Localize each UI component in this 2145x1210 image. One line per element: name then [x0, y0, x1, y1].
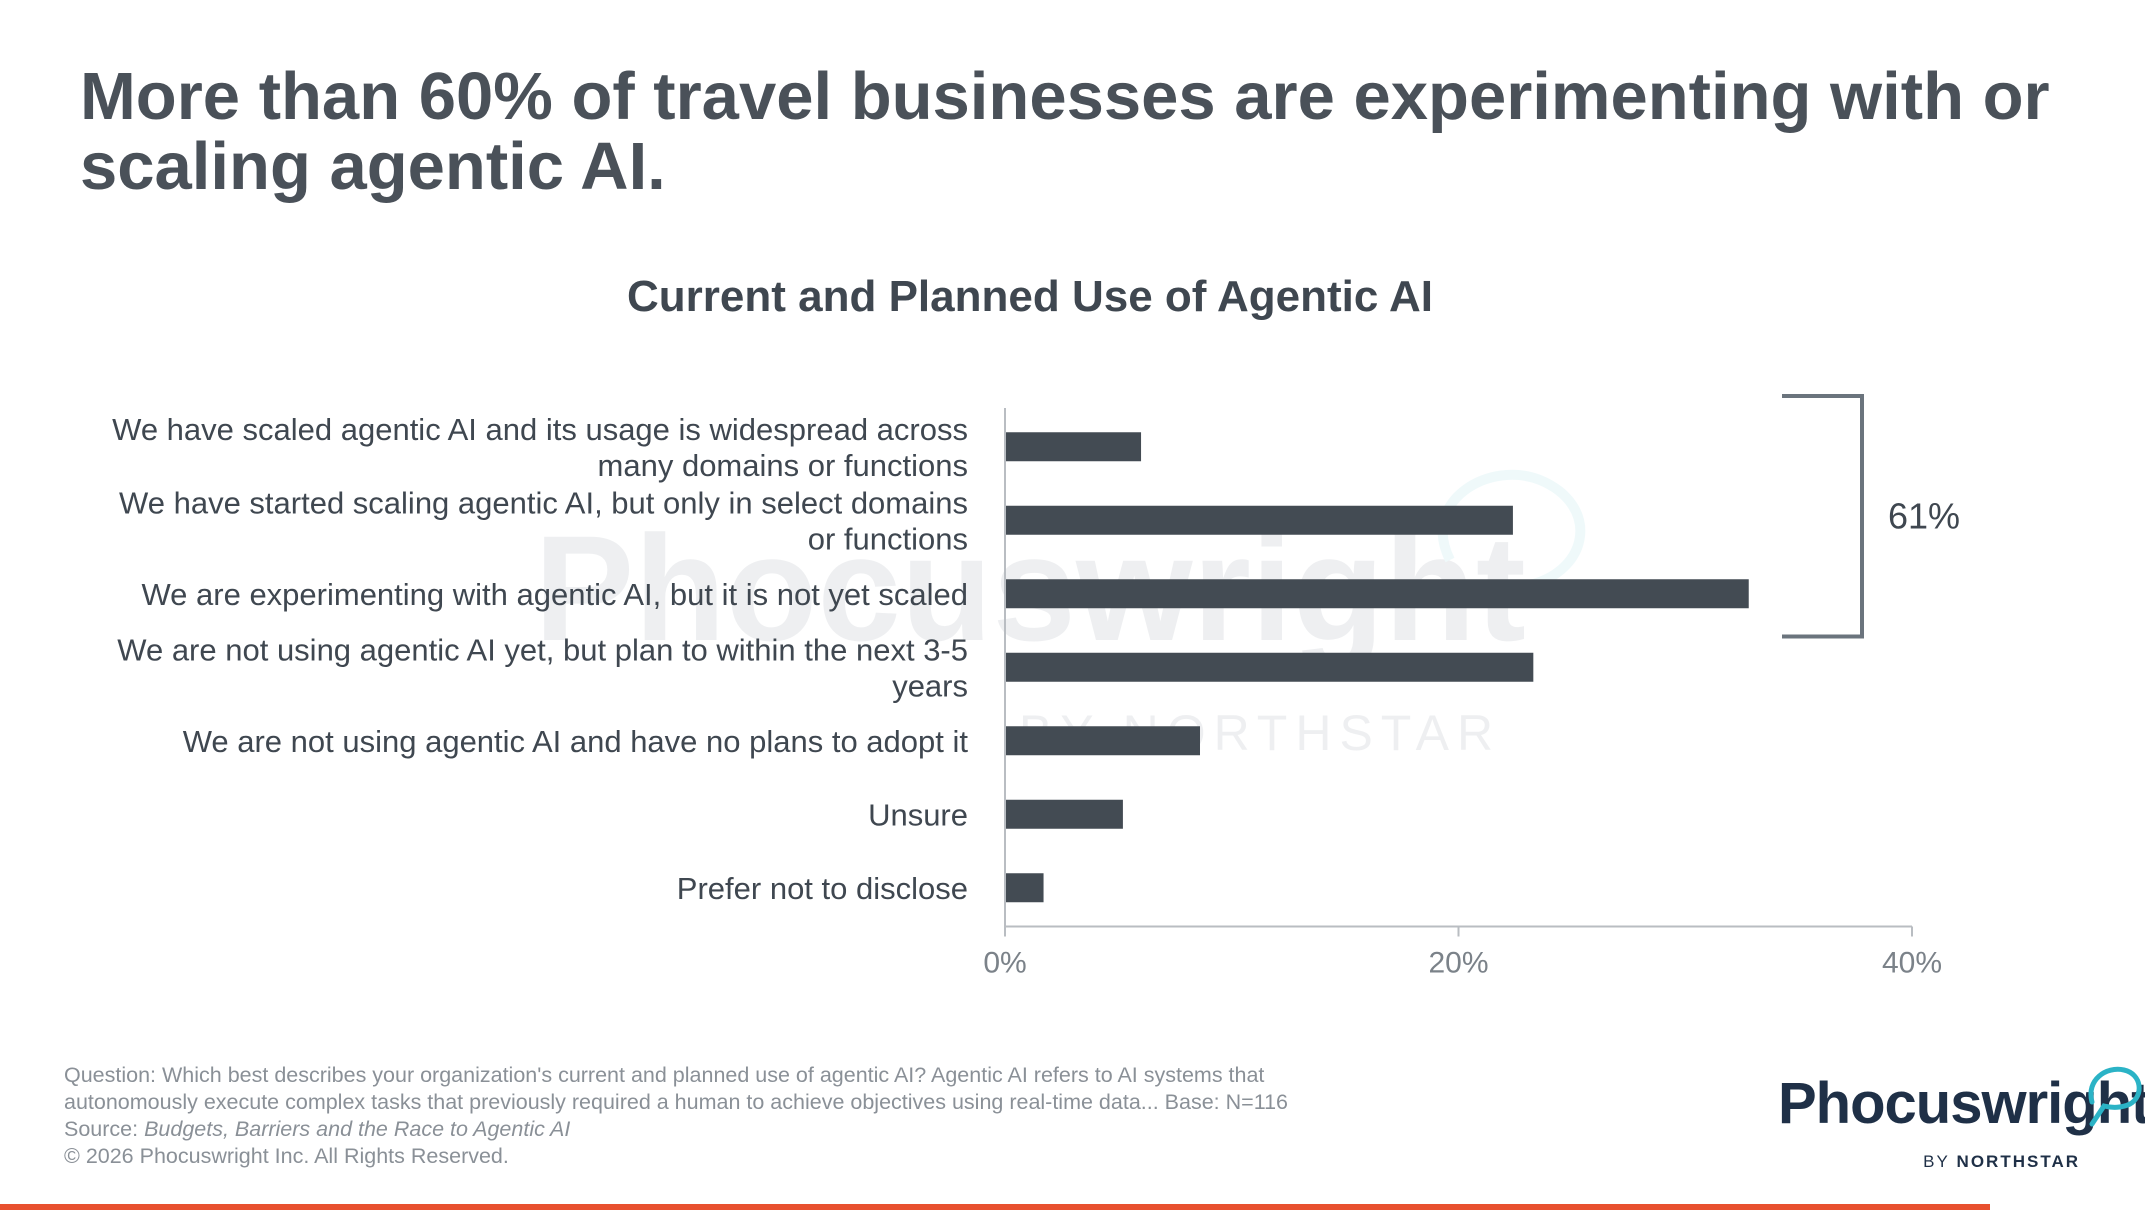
- category-label-line: Prefer not to disclose: [677, 871, 968, 906]
- category-label-1: We have started scaling agentic AI, but …: [119, 485, 968, 556]
- footnote-copyright: © 2026 Phocuswright Inc. All Rights Rese…: [64, 1144, 509, 1168]
- bar-5: [1005, 799, 1123, 829]
- logo-by: BY: [1923, 1152, 1950, 1171]
- category-label-0: We have scaled agentic AI and its usage …: [112, 412, 968, 483]
- footnote-question-line1: Question: Which best describes your orga…: [64, 1063, 1265, 1087]
- footnote-question-line2: autonomously execute complex tasks that …: [64, 1090, 1288, 1114]
- category-label-line: or functions: [808, 521, 968, 556]
- bar-4: [1005, 726, 1201, 756]
- footnote-source-title: Budgets, Barriers and the Race to Agenti…: [144, 1117, 571, 1141]
- category-label-4: We are not using agentic AI and have no …: [183, 724, 969, 759]
- phocuswright-logo: Phocuswright BY NORTHSTAR: [1778, 1066, 2145, 1180]
- category-label-line: We have scaled agentic AI and its usage …: [112, 412, 968, 447]
- bar-6: [1005, 873, 1044, 903]
- bar-chart: Phocuswright BY NORTHSTAR We have scaled…: [112, 394, 1960, 980]
- footnote-source: Source: Budgets, Barriers and the Race t…: [64, 1116, 1464, 1143]
- bar-3: [1005, 652, 1534, 682]
- logo-byline: BY NORTHSTAR: [1923, 1152, 2080, 1172]
- bar-0: [1005, 432, 1142, 462]
- footnote-source-prefix: Source:: [64, 1117, 145, 1141]
- category-label-line: many domains or functions: [598, 448, 968, 483]
- category-label-line: We are not using agentic AI yet, but pla…: [117, 632, 968, 667]
- bar-1: [1005, 505, 1513, 535]
- x-tick-label-1: 20%: [1428, 947, 1488, 980]
- bracket-line: [1782, 394, 1864, 639]
- bracket-label: 61%: [1888, 495, 1960, 536]
- category-label-5: Unsure: [868, 797, 968, 832]
- logo-mark-icon: [2088, 1066, 2142, 1127]
- headline: More than 60% of travel businesses are e…: [80, 59, 2050, 204]
- footnote: Question: Which best describes your orga…: [64, 1062, 1464, 1170]
- bottom-accent-rule: [0, 1204, 1990, 1210]
- category-label-3: We are not using agentic AI yet, but pla…: [117, 632, 968, 703]
- bar-2: [1005, 579, 1749, 609]
- category-label-line: Unsure: [868, 797, 968, 832]
- logo-wordmark: Phocuswright: [1778, 1071, 2145, 1136]
- category-label-line: We are not using agentic AI and have no …: [183, 724, 969, 759]
- logo-northstar: NORTHSTAR: [1956, 1152, 2080, 1171]
- category-label-line: We are experimenting with agentic AI, bu…: [141, 577, 968, 612]
- category-label-line: years: [892, 668, 968, 703]
- category-label-6: Prefer not to disclose: [677, 871, 968, 906]
- category-label-2: We are experimenting with agentic AI, bu…: [141, 577, 968, 612]
- chart-title: Current and Planned Use of Agentic AI: [627, 272, 1433, 321]
- x-tick-label-0: 0%: [983, 947, 1026, 980]
- x-tick-label-2: 40%: [1882, 947, 1942, 980]
- category-label-line: We have started scaling agentic AI, but …: [119, 485, 968, 520]
